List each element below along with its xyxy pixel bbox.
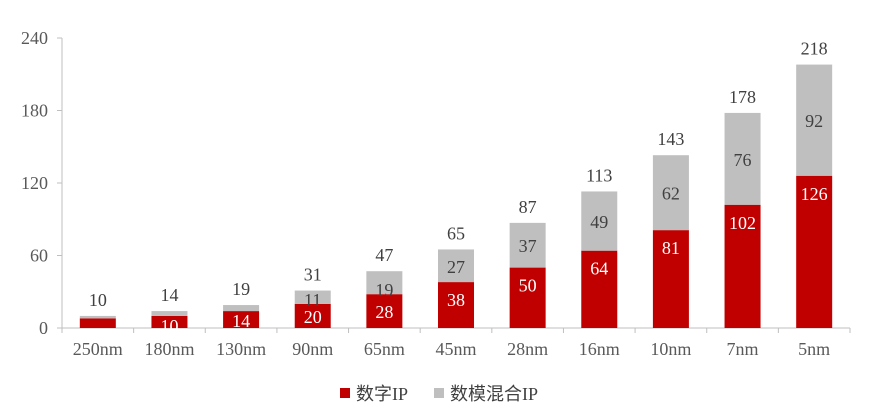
x-tick-label: 7nm: [727, 339, 759, 359]
bar-digital-ip: [796, 175, 833, 328]
x-tick-label: 250nm: [73, 339, 123, 359]
x-tick-label: 130nm: [216, 339, 266, 359]
bar-digital-ip: [724, 204, 761, 328]
bar-digital-ip: [509, 267, 546, 328]
bar-mixed-signal-ip: [79, 315, 116, 319]
x-tick-label: 10nm: [650, 339, 691, 359]
data-label-digital-ip: 64: [590, 259, 608, 279]
y-tick-label: 0: [39, 318, 48, 338]
bar-digital-ip: [223, 311, 260, 328]
bar-digital-ip: [79, 318, 116, 328]
bar-mixed-signal-ip: [151, 311, 188, 316]
x-tick-label: 90nm: [292, 339, 333, 359]
data-label-total: 218: [801, 39, 828, 59]
data-label-mixed-signal-ip: 76: [734, 150, 752, 170]
bar-mixed-signal-ip: [438, 249, 474, 283]
x-tick-label: 5nm: [798, 339, 830, 359]
legend: 数字IP 数模混合IP: [0, 380, 878, 406]
data-label-digital-ip: 38: [447, 290, 465, 310]
bar-mixed-signal-ip: [796, 64, 833, 176]
data-label-digital-ip: 126: [801, 184, 828, 204]
bar-digital-ip: [294, 303, 331, 328]
y-tick-label: 120: [21, 173, 48, 193]
bar-mixed-signal-ip: [581, 191, 618, 251]
bar-mixed-signal-ip: [652, 155, 689, 231]
data-label-mixed-signal-ip: 92: [805, 111, 823, 131]
bar-digital-ip: [581, 250, 618, 328]
data-label-total: 14: [160, 285, 178, 305]
data-label-mixed-signal-ip: 62: [662, 184, 680, 204]
legend-label-mixed-signal-ip: 数模混合IP: [450, 384, 539, 404]
y-tick-label: 240: [21, 28, 48, 48]
data-label-total: 178: [729, 87, 756, 107]
data-label-digital-ip: 28: [375, 302, 393, 322]
y-tick-label: 60: [30, 246, 48, 266]
bar-digital-ip: [652, 230, 689, 328]
data-label-mixed-signal-ip: 49: [590, 212, 608, 232]
bar-mixed-signal-ip: [724, 112, 761, 205]
data-label-total: 10: [89, 290, 107, 310]
bar-digital-ip: [438, 282, 474, 328]
bar-digital-ip: [151, 315, 188, 328]
data-label-mixed-signal-ip: 27: [447, 257, 465, 277]
x-tick-label: 16nm: [579, 339, 620, 359]
legend-item-mixed-signal-ip: 数模混合IP: [434, 380, 538, 406]
data-label-mixed-signal-ip: 11: [304, 290, 321, 310]
data-label-total: 31: [304, 265, 322, 285]
bar-mixed-signal-ip: [366, 271, 403, 295]
data-label-digital-ip: 20: [304, 307, 322, 327]
bar-mixed-signal-ip: [223, 305, 260, 312]
data-label-total: 65: [447, 223, 465, 243]
data-label-total: 47: [375, 245, 393, 265]
legend-swatch-digital-ip: [339, 388, 350, 398]
bar-mixed-signal-ip: [294, 290, 331, 304]
legend-item-digital-ip: 数字IP: [339, 380, 408, 406]
data-label-mixed-signal-ip: 37: [519, 236, 537, 256]
data-label-mixed-signal-ip: 19: [375, 280, 393, 300]
x-tick-label: 180nm: [144, 339, 194, 359]
data-label-digital-ip: 81: [662, 238, 680, 258]
legend-label-digital-ip: 数字IP: [355, 384, 408, 404]
data-label-digital-ip: 50: [519, 276, 537, 296]
x-tick-label: 45nm: [435, 339, 476, 359]
y-tick-label: 180: [21, 101, 48, 121]
bar-digital-ip: [366, 294, 403, 328]
data-label-digital-ip: 102: [729, 213, 756, 233]
legend-swatch-mixed-signal-ip: [434, 388, 444, 398]
data-label-total: 143: [657, 129, 684, 149]
bar-mixed-signal-ip: [509, 222, 546, 268]
x-tick-label: 65nm: [364, 339, 405, 359]
data-label-total: 113: [586, 165, 612, 185]
data-label-total: 19: [232, 279, 250, 299]
data-label-digital-ip: 14: [232, 311, 250, 331]
data-label-total: 87: [519, 197, 537, 217]
x-tick-label: 28nm: [507, 339, 548, 359]
data-label-digital-ip: 10: [160, 316, 178, 336]
